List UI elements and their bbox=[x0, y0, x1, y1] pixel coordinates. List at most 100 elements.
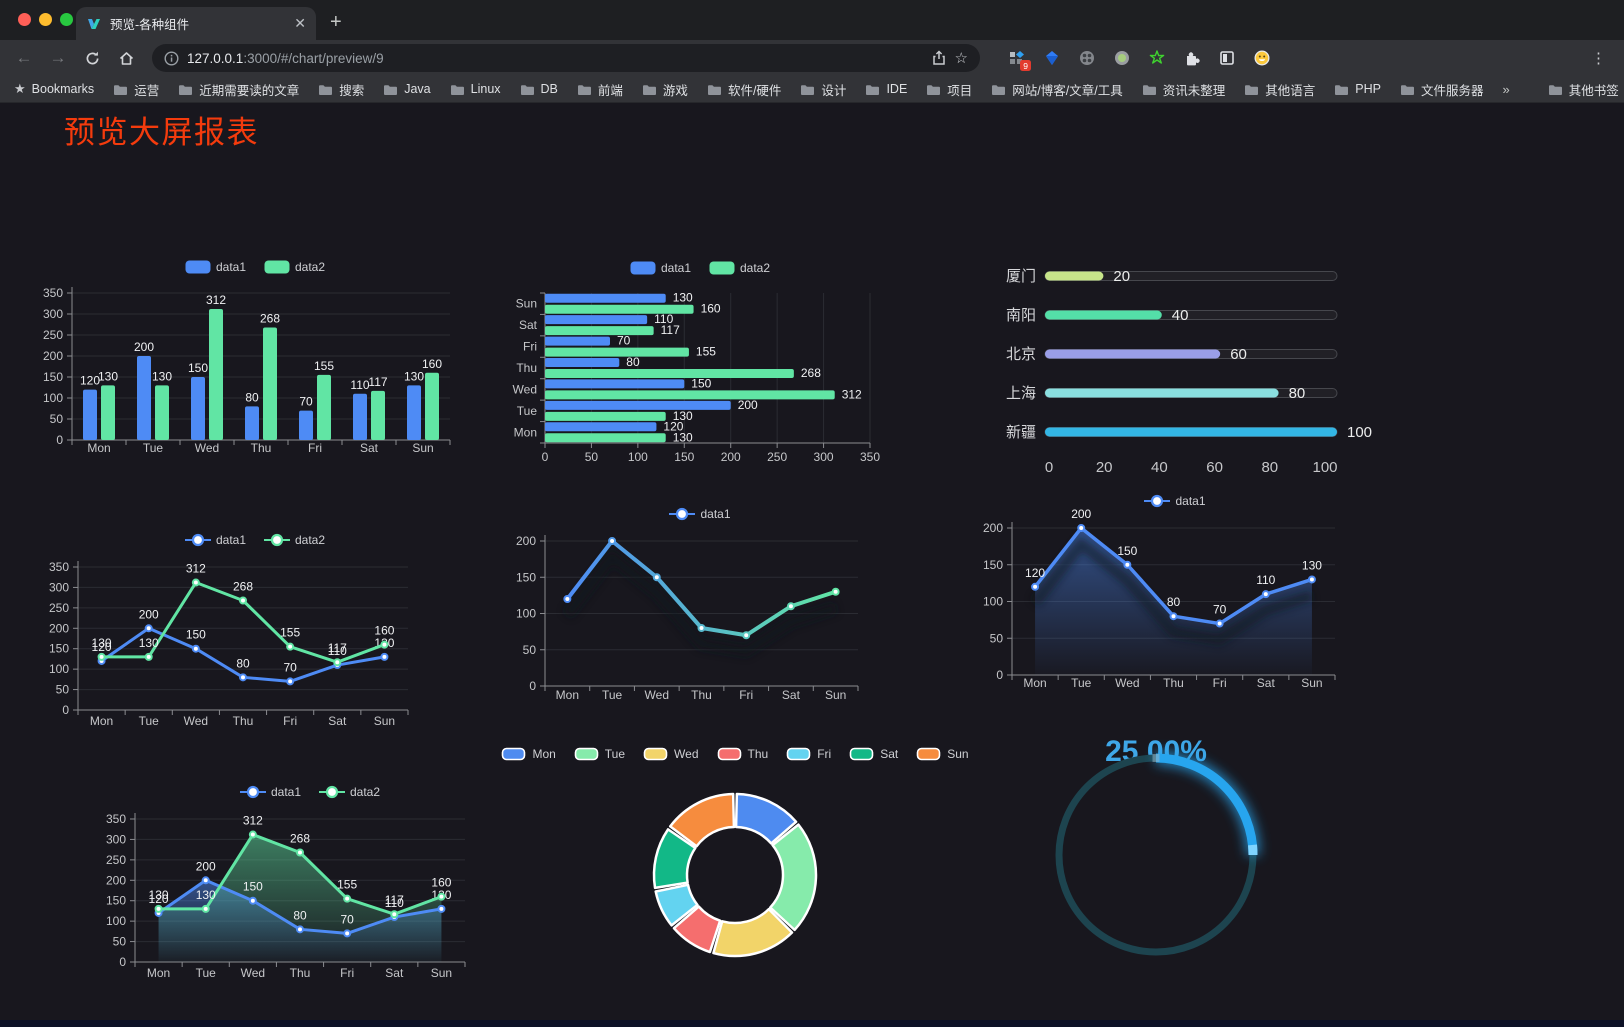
browser-tab[interactable]: 预览-各种组件 ✕ bbox=[76, 7, 316, 40]
xdebug-star-extension-icon[interactable] bbox=[1148, 49, 1166, 67]
window-zoom-button[interactable] bbox=[60, 13, 73, 26]
bookmark-item-项目[interactable]: 项目 bbox=[926, 80, 972, 99]
legend-item-Tue[interactable]: Tue bbox=[574, 747, 625, 761]
bookmarks-overflow-chevron[interactable]: » bbox=[1502, 81, 1510, 97]
legend-item-data2[interactable]: data2 bbox=[319, 785, 380, 799]
bookmark-item-IDE[interactable]: IDE bbox=[865, 80, 907, 99]
bookmark-item-软件/硬件[interactable]: 软件/硬件 bbox=[707, 80, 781, 99]
bookmark-item-Java[interactable]: Java bbox=[383, 80, 431, 99]
svg-text:Sat: Sat bbox=[385, 966, 404, 980]
back-icon[interactable]: ← bbox=[15, 48, 33, 67]
home-icon[interactable] bbox=[112, 44, 140, 72]
legend-item-data1[interactable]: data1 bbox=[630, 261, 691, 275]
area-chart-single[interactable]: 0 50 100 150 200 Mon Tue Wed Thu Fri Sat Sun 120 200 1… bbox=[975, 491, 1375, 703]
svg-text:350: 350 bbox=[106, 812, 126, 826]
donut-chart[interactable] bbox=[635, 775, 835, 975]
legend-marker-icon bbox=[319, 785, 345, 799]
legend-item-data1[interactable]: data1 bbox=[1144, 494, 1206, 508]
forward-icon[interactable]: → bbox=[49, 48, 67, 67]
bookmark-item-运营[interactable]: 运营 bbox=[113, 80, 159, 99]
svg-text:117: 117 bbox=[328, 641, 347, 655]
legend-item-Fri[interactable]: Fri bbox=[786, 747, 831, 761]
bookmark-item-搜索[interactable]: 搜索 bbox=[318, 80, 364, 99]
bookmark-item-DB[interactable]: DB bbox=[520, 80, 558, 99]
progress-fill-厦门 bbox=[1045, 271, 1104, 281]
svg-text:268: 268 bbox=[233, 580, 253, 594]
legend-marker-icon bbox=[709, 261, 735, 275]
emoji-extension-glyph bbox=[1254, 50, 1270, 66]
puzzle-extensions-glyph bbox=[1187, 52, 1200, 66]
svg-text:100: 100 bbox=[1312, 459, 1337, 476]
window-close-button[interactable] bbox=[18, 13, 31, 26]
svg-text:80: 80 bbox=[236, 656, 250, 670]
pie-slice-Sun bbox=[668, 792, 736, 848]
legend-item-Sat[interactable]: Sat bbox=[849, 747, 898, 761]
bookmark-item-其他语言[interactable]: 其他语言 bbox=[1244, 80, 1315, 99]
bookmark-item-近期需要读的文章[interactable]: 近期需要读的文章 bbox=[178, 80, 299, 99]
legend-item-data1[interactable]: data1 bbox=[239, 785, 301, 799]
pie-slice-Thu bbox=[672, 905, 722, 954]
bookmark-item-游戏[interactable]: 游戏 bbox=[642, 80, 688, 99]
svg-text:150: 150 bbox=[1117, 544, 1137, 558]
contrast-extension-icon[interactable] bbox=[1218, 49, 1236, 67]
site-info-icon[interactable] bbox=[164, 50, 179, 66]
line-chart-gradient[interactable]: 0 50 100 150 200 Mon Tue Wed Thu Fri Sat Sun bbox=[500, 503, 900, 715]
legend-item-data1[interactable]: data1 bbox=[184, 533, 246, 547]
bookmark-item-资讯未整理[interactable]: 资讯未整理 bbox=[1142, 80, 1225, 99]
legend-item-Sun[interactable]: Sun bbox=[916, 747, 969, 761]
svg-text:Mon: Mon bbox=[556, 688, 579, 702]
window-controls bbox=[18, 13, 73, 26]
legend-item-Mon[interactable]: Mon bbox=[501, 747, 556, 761]
legend-item-Wed[interactable]: Wed bbox=[643, 747, 699, 761]
bookmark-item-设计[interactable]: 设计 bbox=[800, 80, 846, 99]
svg-text:300: 300 bbox=[49, 580, 69, 594]
new-tab-button[interactable]: + bbox=[330, 11, 342, 33]
tab-close-icon[interactable]: ✕ bbox=[294, 15, 306, 31]
window-minimize-button[interactable] bbox=[39, 13, 52, 26]
folder-icon bbox=[1335, 84, 1349, 95]
legend-item-data2[interactable]: data2 bbox=[264, 260, 325, 274]
gauge-chart[interactable] bbox=[1046, 745, 1266, 965]
puzzle-extensions-icon[interactable] bbox=[1183, 49, 1201, 67]
horizontal-bar-chart[interactable]: 0 50 100 150 200 250 300 350 Sun Sat Fri Thu Wed Tue M… bbox=[500, 263, 900, 473]
svg-text:100: 100 bbox=[106, 914, 126, 928]
url-bar[interactable]: 127.0.0.1:3000/#/chart/preview/9 ☆ bbox=[152, 44, 980, 72]
bookmark-item-前端[interactable]: 前端 bbox=[577, 80, 623, 99]
grouped-bar-chart[interactable]: 0 50 100 150 200 250 300 350 Mon Tue Wed Thu Fri Sat S… bbox=[40, 251, 470, 468]
menu-icon[interactable]: ⋮ bbox=[1591, 50, 1606, 67]
bookmarks-manager[interactable]: ★ Bookmarks bbox=[14, 81, 94, 97]
bookmark-item-网站/博客/文章/工具[interactable]: 网站/博客/文章/工具 bbox=[991, 80, 1123, 99]
legend-item-data2[interactable]: data2 bbox=[264, 533, 325, 547]
reload-icon[interactable] bbox=[78, 44, 106, 72]
svg-text:200: 200 bbox=[196, 859, 216, 873]
legend-item-data1[interactable]: data1 bbox=[185, 260, 246, 274]
gray-circle-extension-icon[interactable] bbox=[1078, 49, 1096, 67]
other-bookmarks[interactable]: 其他书签 bbox=[1548, 80, 1619, 99]
svg-text:Sun: Sun bbox=[431, 966, 452, 980]
svg-text:70: 70 bbox=[299, 395, 313, 409]
folder-icon bbox=[520, 84, 534, 95]
line-chart-dual[interactable]: 0 50 100 150 200 250 300 350 Mon Tue Wed Thu Fri Sat S… bbox=[40, 528, 470, 743]
svg-text:Tue: Tue bbox=[517, 404, 538, 418]
legend-item-data2[interactable]: data2 bbox=[709, 261, 770, 275]
svg-text:70: 70 bbox=[283, 660, 297, 674]
legend-item-data1[interactable]: data1 bbox=[669, 507, 731, 521]
legend-marker-icon bbox=[849, 747, 874, 761]
share-icon[interactable] bbox=[931, 50, 947, 66]
bookmark-item-文件服务器[interactable]: 文件服务器 bbox=[1400, 80, 1483, 99]
legend-label: data1 bbox=[270, 785, 301, 799]
bookmark-item-PHP[interactable]: PHP bbox=[1334, 80, 1381, 99]
bookmark-item-Linux[interactable]: Linux bbox=[450, 80, 501, 99]
home-glyph bbox=[119, 51, 133, 65]
legend-item-Thu[interactable]: Thu bbox=[717, 747, 768, 761]
emoji-extension-icon[interactable] bbox=[1253, 49, 1271, 67]
line-area-chart-dual[interactable]: 0 50 100 150 200 250 300 350 Mon Tue Wed Thu Fri Sat S… bbox=[95, 781, 525, 993]
progress-bar-chart[interactable]: 厦门 20 南阳 40 北京 60 上海 80 新疆 100 0 20 40 60 80 100 bbox=[1000, 263, 1420, 483]
gem-extension-icon[interactable] bbox=[1043, 49, 1061, 67]
bookmark-star-icon[interactable]: ☆ bbox=[954, 50, 968, 67]
green-circle-extension-icon[interactable] bbox=[1113, 49, 1131, 67]
grid-extension-icon[interactable]: 9 bbox=[1008, 49, 1031, 71]
svg-text:268: 268 bbox=[801, 366, 821, 380]
url-path: :3000/#/chart/preview/9 bbox=[243, 50, 384, 66]
svg-text:100: 100 bbox=[983, 595, 1003, 609]
